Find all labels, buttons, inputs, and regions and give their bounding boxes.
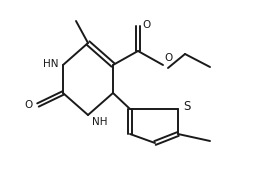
Text: O: O [141, 20, 150, 30]
Text: HN: HN [43, 59, 59, 69]
Text: O: O [25, 100, 33, 110]
Text: O: O [163, 53, 171, 63]
Text: NH: NH [92, 117, 107, 127]
Text: S: S [182, 100, 190, 113]
